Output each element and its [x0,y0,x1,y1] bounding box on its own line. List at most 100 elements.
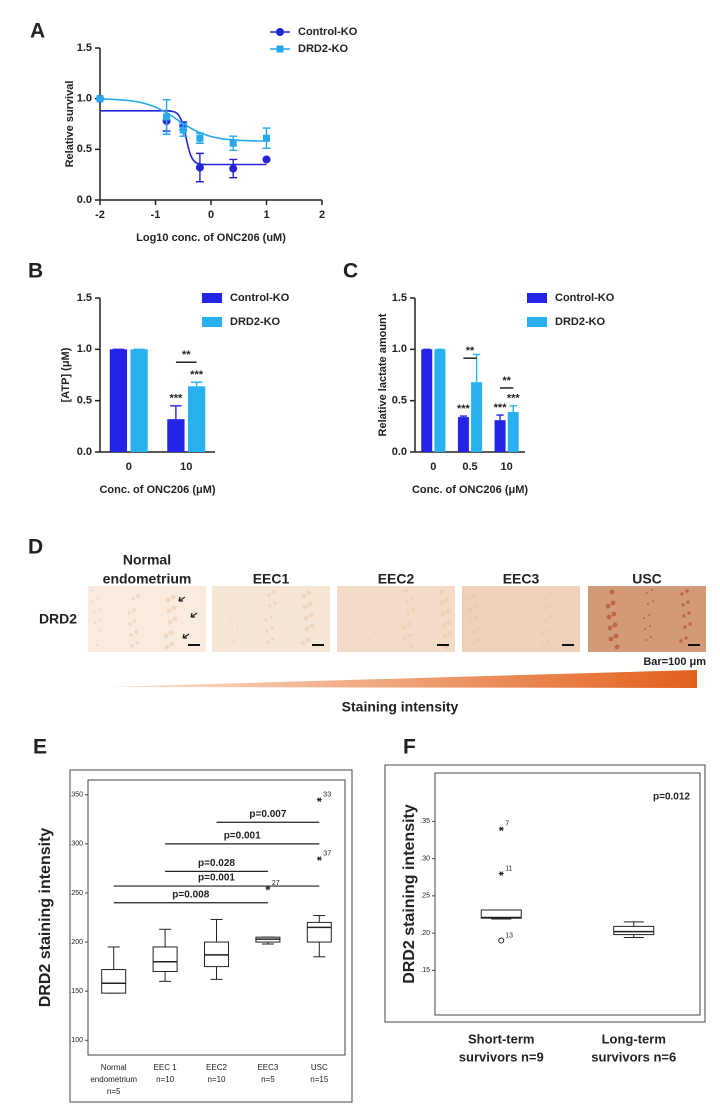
stain-speckle [507,643,509,645]
column-label: EEC1 [253,571,290,587]
stain-speckle [93,611,95,613]
bar [130,349,148,452]
arrow [182,633,190,639]
stain-speckle [131,597,135,601]
stain-speckle [441,622,447,628]
stain-speckle [270,626,274,630]
stain-speckle [651,589,653,591]
y-tick-label: .350 [69,792,83,799]
stain-speckle [409,644,413,648]
x-tick-label: 0 [126,461,132,473]
panel-letter: B [28,260,43,283]
box [152,946,178,973]
x-tick-label: 10 [501,461,513,473]
stain-speckle [372,611,374,613]
stain-speckle [688,622,692,626]
stain-speckle [237,637,239,639]
y-tick-label: .100 [69,1037,83,1044]
stain-speckle [685,589,689,593]
micrograph [88,586,206,652]
panel-letter: C [343,260,358,283]
stain-speckle [406,611,410,615]
stain-speckle [679,639,683,643]
error-bar [459,415,468,418]
stain-speckle [367,614,369,616]
point [263,134,270,142]
outer-frame [69,769,353,1103]
legend-swatch [202,317,222,327]
stain-speckle [540,632,544,636]
stain-speckle [236,626,238,628]
stain-speckle [129,633,133,637]
outlier-case: 33 [323,791,331,798]
stain-speckle [510,618,512,620]
stain-speckle [467,607,473,613]
stain-speckle [549,615,553,619]
stain-speckle [545,629,549,633]
stain-speckle [410,597,414,601]
stain-speckle [230,618,232,620]
arrow [190,612,198,618]
stain-speckle [167,619,173,625]
stain-speckle [130,644,134,648]
outlier [498,871,504,876]
stain-speckle [301,593,307,599]
fit-curve [100,110,267,166]
bar [507,411,519,452]
stain-speckle [609,589,615,595]
stain-speckle [309,623,315,629]
stain-speckle [505,621,507,623]
stain-speckle [302,604,308,610]
stain-speckle [541,643,545,647]
stain-speckle [472,604,478,610]
legend-label: DRD2-KO [298,43,349,55]
y-tick-label: 0.5 [77,143,92,155]
y-axis-label: DRD2 staining intensity [37,828,54,1008]
stain-speckle [687,611,691,615]
stain-speckle [403,636,407,640]
y-tick-label: 0.0 [77,194,92,206]
stain-speckle [466,596,472,602]
point [229,139,237,147]
intensity-gradient [105,670,697,688]
comparison-label: p=0.008 [172,889,209,900]
stain-speckle [133,619,137,623]
stain-speckle [445,608,451,614]
x-tick-label: USC [311,1063,328,1072]
bar [187,386,206,452]
bar [167,419,185,452]
panel-letter: D [28,536,43,559]
error-bar [190,381,203,387]
y-tick-label: .150 [69,988,83,995]
scale-note: Bar=100 μm [643,656,706,668]
stain-speckle [513,593,515,595]
stain-speckle [684,636,688,640]
stain-speckle [680,592,684,596]
stain-speckle [648,614,650,616]
error-bar [496,414,504,421]
x-tick-label: -2 [95,209,105,221]
legend-label: DRD2-KO [555,316,606,328]
outlier [316,797,322,802]
stain-speckle [305,637,311,643]
panel-letter: F [403,736,416,759]
legend-marker [276,45,284,53]
x-tick-label: n=5 [261,1075,275,1084]
x-tick-label: 0 [430,461,436,473]
stain-speckle [300,640,306,646]
stain-speckle [612,622,618,628]
y-tick-label: 1.0 [77,343,92,355]
outlier [498,937,505,944]
bar [494,420,506,452]
stain-speckle [508,596,510,598]
stain-speckle [307,601,313,607]
x-tick-label: 1 [263,209,269,221]
stain-speckle [607,625,613,631]
row-label: DRD2 [39,611,77,627]
point [179,126,187,134]
stain-speckle [473,615,479,621]
panel-letter: E [33,736,47,759]
comparison-label: p=0.001 [224,830,261,841]
box [613,925,655,936]
comparison-label: p=0.001 [198,873,235,884]
